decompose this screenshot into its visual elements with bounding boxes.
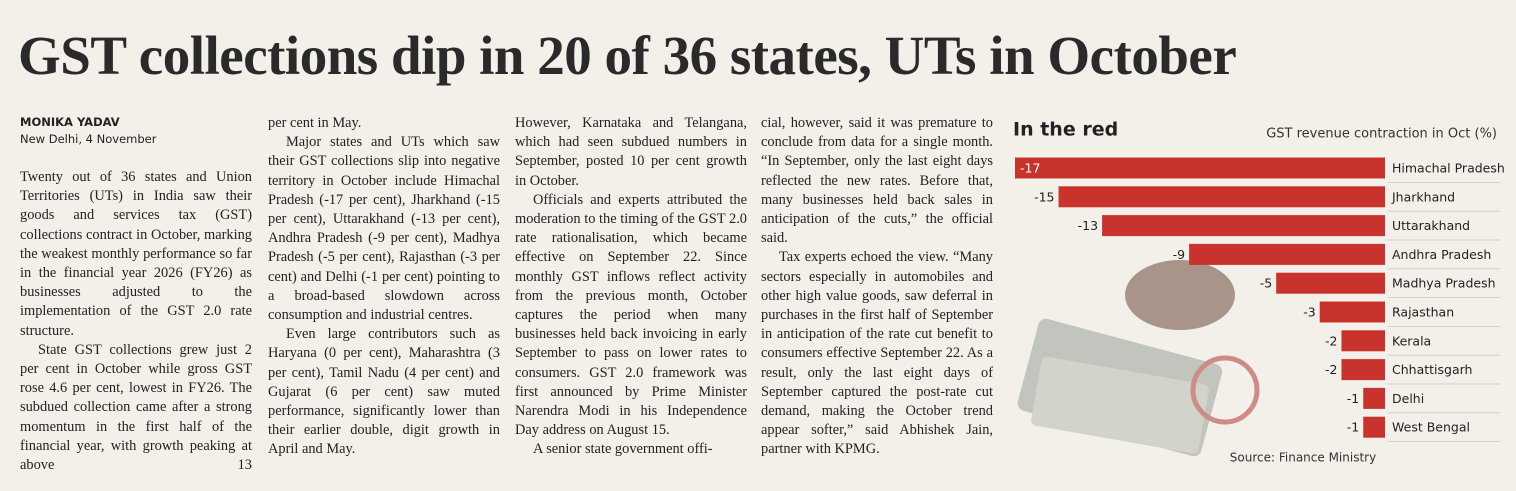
category-label: Andhra Pradesh [1392,247,1491,262]
paragraph: State GST collections grew just 2 per ce… [20,341,252,474]
bar [1363,387,1385,409]
chart-title: In the red [1013,119,1118,141]
bar [1189,243,1385,265]
paragraph: However, Karnataka and Telangana, which … [515,115,747,189]
paragraph: cial, however, said it was premature to … [761,115,993,247]
value-label: -1 [1347,420,1359,435]
category-label: Delhi [1392,391,1424,406]
paragraph: Tax experts echoed the view. “Many secto… [761,249,993,458]
article-column: MONIKA YADAV New Delhi, 4 November Twent… [20,114,252,475]
bar [1319,301,1385,323]
value-label: -15 [1034,189,1054,204]
paragraph: Officials and experts attributed the mod… [515,191,747,439]
bar [1015,157,1385,179]
bar [1341,330,1385,352]
category-label: Kerala [1392,333,1431,348]
category-label: Jharkhand [1391,189,1455,204]
article-column: However, Karnataka and Telangana, which … [515,114,747,460]
category-label: Uttarakhand [1392,218,1470,233]
paragraph: Twenty out of 36 states and Union Territ… [20,169,252,339]
value-label: -13 [1078,218,1098,233]
category-label: West Bengal [1392,420,1470,435]
value-label: -17 [1020,161,1040,176]
value-label: -2 [1325,333,1337,348]
category-label: Chhattisgarh [1392,362,1472,377]
category-label: Rajasthan [1392,305,1454,320]
value-label: -3 [1303,305,1315,320]
bar [1363,416,1385,438]
value-label: -9 [1173,247,1186,262]
category-label: Himachal Pradesh [1392,161,1505,176]
headline: GST collections dip in 20 of 36 states, … [18,25,1237,86]
bar [1341,359,1385,381]
paragraph: A senior state government offi- [533,441,713,458]
article-column: cial, however, said it was premature to … [761,114,993,460]
value-label: -1 [1347,391,1359,406]
chart-subtitle: GST revenue contraction in Oct (%) [1266,127,1497,142]
value-label: -5 [1260,276,1272,291]
value-label: -2 [1325,362,1337,377]
paragraph: Even large contributors such as Haryana … [268,326,500,458]
paragraph: Major states and UTs which saw their GST… [268,134,500,324]
illustration [1017,260,1260,457]
chart-source: Source: Finance Ministry [1230,451,1376,465]
article-column: per cent in May. Major states and UTs wh… [268,114,500,460]
bar [1102,215,1385,237]
chart: In the red GST revenue contraction in Oc… [1013,119,1505,465]
category-label: Madhya Pradesh [1392,276,1496,291]
bar [1058,186,1385,208]
dateline: New Delhi, 4 November [20,132,157,146]
paragraph: per cent in May. [268,115,362,131]
byline: MONIKA YADAV [20,115,120,129]
bar [1276,272,1385,294]
